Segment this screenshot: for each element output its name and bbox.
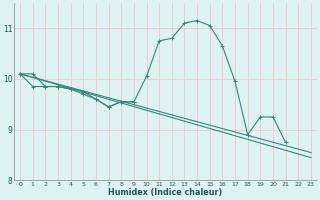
X-axis label: Humidex (Indice chaleur): Humidex (Indice chaleur) (108, 188, 223, 197)
